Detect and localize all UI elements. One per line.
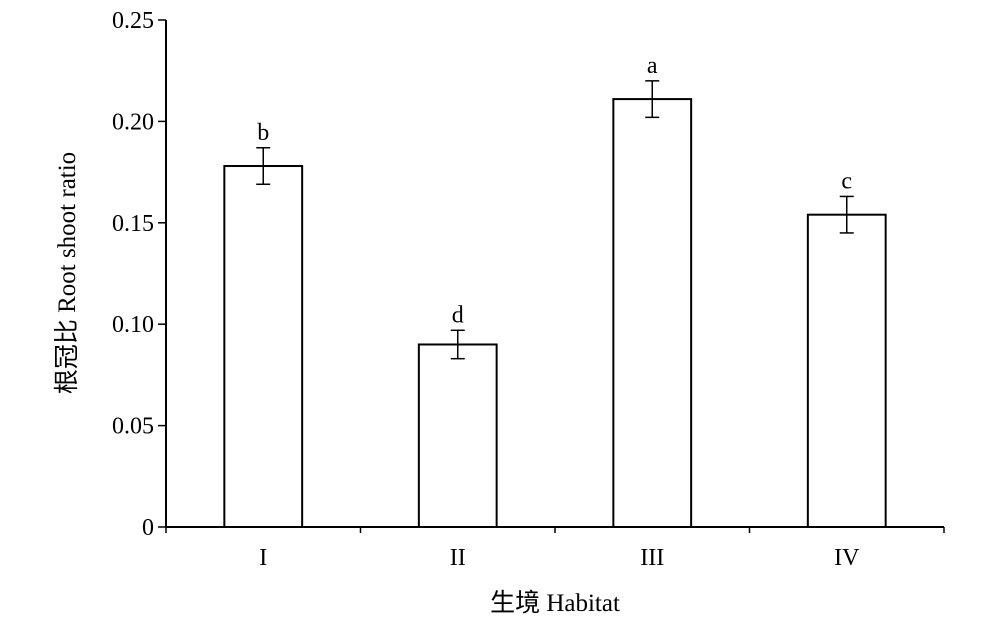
x-tick-label: IV bbox=[834, 545, 860, 571]
significance-letter: b bbox=[257, 120, 269, 146]
y-axis: 0 0.05 0.10 0.15 0.20 0.25 bbox=[112, 8, 167, 541]
x-tick-label: III bbox=[640, 545, 664, 571]
y-tick-label: 0.20 bbox=[112, 109, 154, 135]
bar bbox=[806, 213, 887, 529]
y-tick-label: 0.15 bbox=[112, 211, 154, 237]
x-ticks: I II III IV bbox=[165, 527, 945, 571]
bar bbox=[223, 165, 304, 529]
significance-letter: a bbox=[647, 53, 658, 79]
bar bbox=[612, 98, 693, 528]
x-tick-label: I bbox=[259, 545, 267, 571]
x-axis: I II III IV bbox=[165, 526, 945, 571]
y-tick-label: 0.10 bbox=[112, 312, 154, 338]
x-tick-label: II bbox=[450, 545, 466, 571]
y-axis-title: 根冠比 Root shoot ratio bbox=[53, 152, 81, 394]
bar bbox=[417, 343, 498, 529]
bars: b d a c bbox=[223, 53, 887, 529]
y-tick-label: 0 bbox=[142, 515, 154, 541]
x-axis-title: 生境 Habitat bbox=[490, 589, 620, 617]
y-ticks: 0 0.05 0.10 0.15 0.20 0.25 bbox=[112, 8, 166, 541]
y-tick-label: 0.25 bbox=[112, 8, 154, 34]
significance-letter: d bbox=[452, 302, 464, 328]
y-tick-label: 0.05 bbox=[112, 414, 154, 440]
significance-letter: c bbox=[841, 168, 852, 194]
